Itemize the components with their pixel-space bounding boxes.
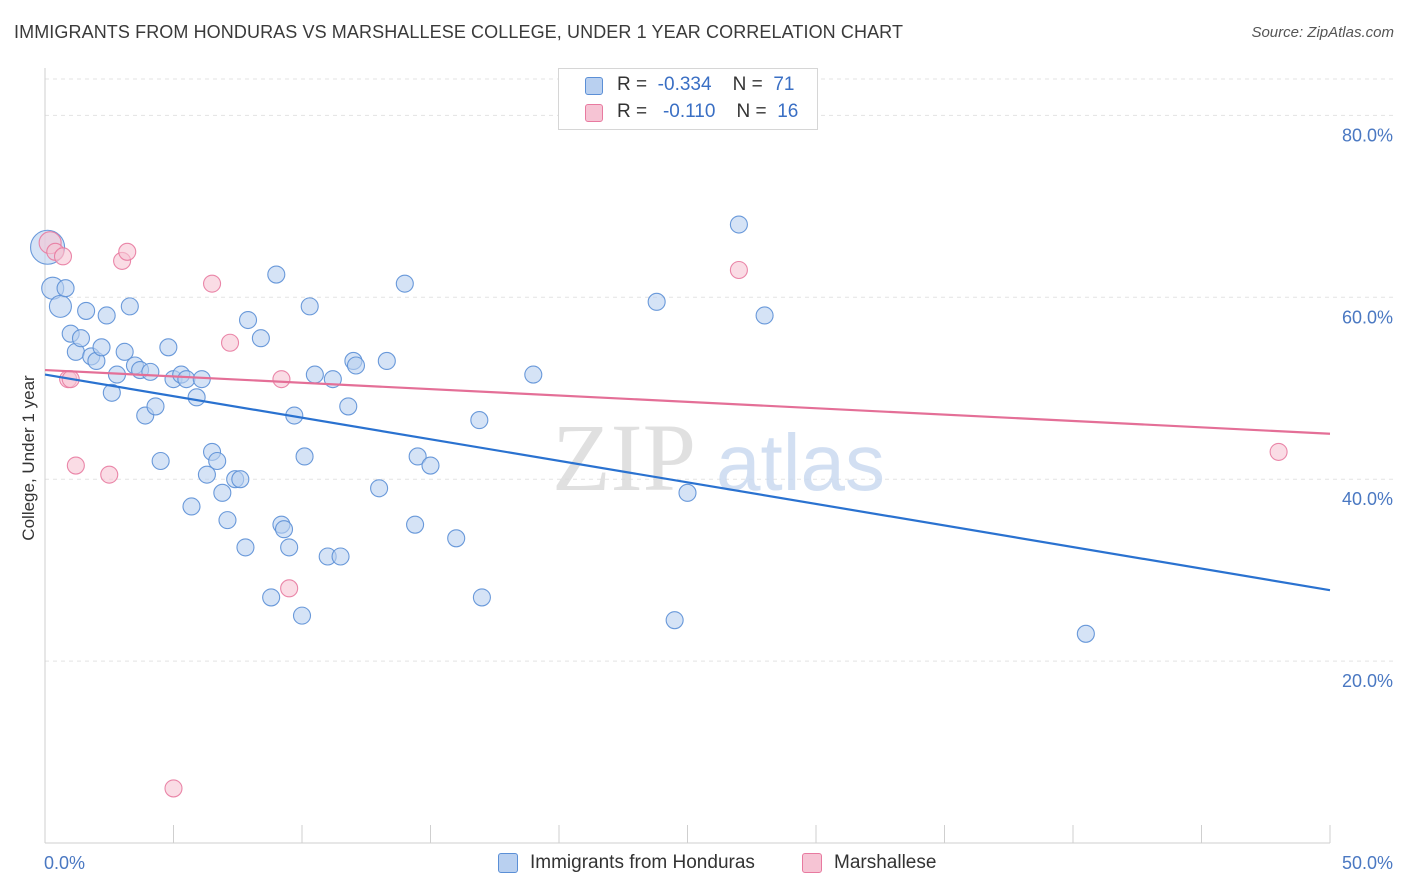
honduras-point — [406, 515, 425, 534]
honduras-point — [77, 301, 96, 320]
bottom-legend-swatch-pink — [802, 853, 822, 873]
honduras-point — [197, 465, 216, 484]
honduras-point — [408, 447, 427, 466]
y-tick-label: 40.0% — [1342, 489, 1393, 509]
legend-r-value: -0.110 — [662, 101, 716, 122]
honduras-point — [305, 365, 324, 384]
bottom-legend-label: Immigrants from Honduras — [530, 852, 755, 873]
honduras-point — [251, 329, 270, 348]
honduras-point — [470, 411, 489, 430]
honduras-point — [115, 342, 134, 361]
honduras-point — [377, 351, 396, 371]
marshallese-point — [164, 779, 183, 798]
honduras-point — [213, 483, 232, 502]
honduras-point — [300, 297, 319, 316]
bottom-legend-label: Marshallese — [834, 852, 937, 873]
grid-lines — [45, 78, 1393, 662]
y-tick-label: 80.0% — [1342, 125, 1393, 145]
watermark-atlas: atlas — [716, 418, 885, 507]
legend-r-label: R = — [617, 101, 648, 122]
y-tick-label: 60.0% — [1342, 307, 1393, 327]
honduras-point — [346, 356, 366, 375]
honduras-point — [218, 511, 237, 530]
marshallese-point — [729, 260, 748, 280]
x-tick-label: 50.0% — [1342, 853, 1393, 873]
honduras-point — [177, 370, 196, 389]
marshallese-point — [118, 242, 137, 261]
chart-title: IMMIGRANTS FROM HONDURAS VS MARSHALLESE … — [14, 22, 904, 42]
honduras-point — [524, 365, 543, 384]
watermark: ZIP atlas — [552, 404, 885, 511]
honduras-point — [331, 547, 350, 566]
marshallese-point — [100, 465, 119, 484]
honduras-point — [102, 383, 121, 402]
honduras-point — [208, 451, 227, 471]
honduras-point — [92, 338, 111, 357]
honduras-point — [48, 294, 72, 318]
honduras-point — [146, 397, 165, 416]
honduras-point — [295, 447, 314, 466]
honduras-point — [678, 483, 697, 502]
axes — [44, 68, 1331, 844]
honduras-point — [187, 388, 206, 407]
marshallese-point — [272, 370, 291, 389]
honduras-point — [665, 611, 684, 630]
marshallese-point — [53, 247, 73, 266]
honduras-point — [421, 456, 440, 475]
y-tick-label: 20.0% — [1342, 671, 1393, 691]
honduras-point — [1076, 624, 1095, 643]
honduras-point — [236, 538, 255, 557]
legend-swatch-pink — [585, 104, 603, 122]
legend-n-label: N = — [736, 101, 767, 122]
honduras-point — [97, 306, 116, 325]
honduras-trend-line — [44, 373, 1331, 592]
honduras-point — [231, 470, 250, 489]
legend-n-value: 71 — [773, 74, 795, 95]
bottom-legend-swatch-blue — [498, 853, 518, 873]
trend-lines — [44, 368, 1331, 592]
marshallese-point — [203, 274, 222, 293]
honduras-point — [267, 265, 286, 284]
honduras-point — [238, 310, 258, 330]
honduras-point — [447, 529, 466, 548]
honduras-point — [755, 306, 774, 325]
honduras-point — [182, 497, 201, 516]
honduras-point — [280, 538, 299, 557]
y-axis-title: College, Under 1 year — [19, 375, 38, 541]
marshallese-point — [66, 456, 85, 475]
honduras-point — [159, 338, 178, 357]
honduras-point — [262, 588, 281, 607]
honduras-point — [472, 588, 491, 607]
data-points — [30, 215, 1288, 798]
legend-swatch-blue — [585, 77, 603, 95]
honduras-point — [370, 479, 389, 498]
honduras-point — [274, 520, 294, 539]
honduras-point — [729, 215, 748, 234]
honduras-point — [141, 362, 160, 381]
honduras-point — [151, 451, 170, 471]
honduras-point — [395, 274, 414, 293]
x-tick-label: 0.0% — [44, 853, 85, 873]
honduras-point — [292, 606, 312, 625]
honduras-point — [339, 397, 358, 416]
legend-r-label: R = — [617, 74, 648, 95]
marshallese-point — [220, 333, 240, 352]
watermark-zip: ZIP — [552, 404, 696, 511]
legend-n-value: 16 — [777, 101, 799, 122]
marshallese-point — [280, 579, 299, 598]
honduras-point — [120, 297, 139, 316]
honduras-point — [56, 279, 75, 298]
tick-labels: 20.0% 40.0% 60.0% 80.0% 0.0% 50.0% — [44, 125, 1393, 873]
legend-r-value: -0.334 — [657, 74, 712, 95]
marshallese-trend-line — [44, 368, 1331, 435]
legend-n-label: N = — [732, 74, 763, 95]
honduras-point — [647, 292, 666, 311]
source-label: Source: ZipAtlas.com — [1251, 24, 1394, 41]
honduras-point — [71, 329, 91, 348]
correlation-legend: R = -0.334 N = 71 R = -0.110 N = 16 — [558, 68, 818, 130]
marshallese-point — [1269, 442, 1288, 461]
